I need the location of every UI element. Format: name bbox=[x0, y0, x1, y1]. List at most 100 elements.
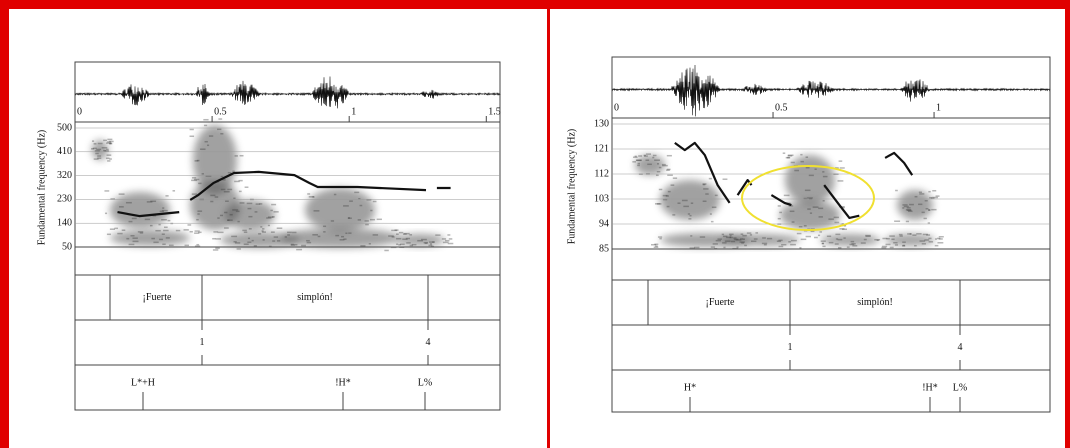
spectrogram-speckle bbox=[814, 168, 817, 170]
spectrogram-speckle bbox=[429, 243, 432, 245]
spectrogram-speckle bbox=[308, 196, 314, 198]
spectrogram-speckle bbox=[919, 240, 926, 242]
spectrogram-speckle bbox=[717, 238, 722, 240]
spectrogram-speckle bbox=[358, 198, 361, 200]
spectrogram-speckle bbox=[898, 233, 903, 236]
spectrogram-speckle bbox=[220, 214, 224, 217]
spectrogram-speckle bbox=[666, 169, 670, 171]
spectrogram-speckle bbox=[287, 231, 292, 234]
spectrogram-speckle bbox=[366, 199, 372, 201]
spectrogram-speckle bbox=[405, 237, 411, 240]
spectrogram-speckle bbox=[656, 170, 661, 173]
spectrogram-speckle bbox=[819, 231, 822, 233]
spectrogram-speckle bbox=[152, 214, 157, 217]
spectrogram-speckle bbox=[655, 174, 659, 177]
spectrogram-speckle bbox=[712, 243, 718, 245]
spectrogram-speckle bbox=[729, 236, 733, 239]
spectrogram-speckle bbox=[762, 237, 766, 239]
spectrogram-speckle bbox=[894, 220, 901, 222]
y-tick-label: 103 bbox=[594, 193, 609, 204]
spectrogram-speckle bbox=[227, 171, 232, 174]
spectrogram-speckle bbox=[654, 159, 660, 161]
spectrogram-speckle bbox=[365, 223, 369, 226]
spectrogram-speckle bbox=[835, 238, 839, 240]
spectrogram-speckle bbox=[789, 210, 795, 213]
spectrogram-speckle bbox=[191, 177, 197, 179]
spectrogram-speckle bbox=[194, 178, 200, 181]
spectrogram-speckle bbox=[272, 240, 276, 242]
spectrogram-speckle bbox=[139, 232, 144, 234]
spectrogram-speckle bbox=[421, 238, 427, 241]
spectrogram-speckle bbox=[104, 190, 110, 192]
spectrogram-speckle bbox=[229, 213, 233, 216]
spectrogram-speckle bbox=[398, 244, 401, 246]
spectrogram-speckle bbox=[923, 217, 927, 220]
spectrogram-speckle bbox=[290, 243, 295, 246]
spectrogram-speckle bbox=[442, 241, 449, 244]
spectrogram-speckle bbox=[306, 241, 312, 244]
spectrogram-speckle bbox=[803, 225, 807, 227]
spectrogram-speckle bbox=[238, 179, 243, 182]
spectrogram-speckle bbox=[645, 153, 651, 155]
spectrogram-speckle bbox=[755, 232, 759, 234]
spectrogram-speckle bbox=[835, 167, 839, 169]
spectrogram-speckle bbox=[647, 163, 652, 166]
spectrogram-speckle bbox=[810, 230, 815, 233]
spectrogram-speckle bbox=[262, 239, 265, 241]
spectrogram-speckle bbox=[643, 154, 647, 157]
spectrogram-speckle bbox=[109, 228, 115, 230]
spectrogram-speckle bbox=[220, 133, 224, 135]
spectrogram-speckle bbox=[107, 141, 111, 143]
spectrogram-speckle bbox=[905, 220, 909, 223]
spectrogram-speckle bbox=[354, 191, 360, 194]
spectrogram-speckle bbox=[922, 233, 928, 236]
spectrogram-energy bbox=[660, 180, 720, 220]
spectrogram-speckle bbox=[886, 237, 890, 240]
spectrogram-speckle bbox=[805, 166, 810, 169]
spectrogram-speckle bbox=[197, 210, 203, 212]
spectrogram-speckle bbox=[330, 220, 335, 222]
spectrogram-speckle bbox=[417, 239, 423, 242]
spectrogram-speckle bbox=[779, 211, 782, 214]
x-tick-label: 0.5 bbox=[775, 102, 788, 113]
spectrogram-speckle bbox=[724, 240, 731, 242]
spectrogram-speckle bbox=[749, 234, 753, 236]
spectrogram-speckle bbox=[409, 234, 413, 236]
spectrogram-speckle bbox=[103, 139, 107, 142]
spectrogram-speckle bbox=[787, 154, 794, 156]
spectrogram-speckle bbox=[194, 232, 200, 234]
spectrogram-energy bbox=[395, 234, 445, 246]
break-label: 1 bbox=[200, 337, 205, 348]
spectrogram-speckle bbox=[761, 242, 768, 245]
spectrogram-speckle bbox=[196, 159, 200, 162]
spectrogram-speckle bbox=[400, 243, 405, 246]
spectrogram-speckle bbox=[746, 232, 752, 234]
spectrogram-speckle bbox=[137, 231, 144, 233]
spectrogram-speckle bbox=[396, 237, 402, 240]
break-label: 4 bbox=[958, 342, 963, 353]
spectrogram-speckle bbox=[215, 247, 220, 250]
x-tick-label: 1 bbox=[351, 106, 356, 117]
spectrogram-speckle bbox=[251, 239, 254, 242]
spectrogram-speckle bbox=[843, 237, 846, 239]
spectrogram-speckle bbox=[364, 220, 369, 222]
spectrogram-speckle bbox=[213, 231, 219, 233]
spectrogram-speckle bbox=[655, 203, 661, 205]
spectrogram-speckle bbox=[402, 233, 407, 235]
spectrogram-speckle bbox=[270, 209, 273, 212]
spectrogram-speckle bbox=[234, 242, 241, 244]
spectrogram-speckle bbox=[97, 157, 102, 159]
spectrogram-speckle bbox=[105, 157, 110, 160]
spectrogram-speckle bbox=[106, 233, 111, 236]
spectrogram-speckle bbox=[751, 240, 757, 243]
spectrogram-speckle bbox=[672, 214, 676, 216]
spectrogram-speckle bbox=[93, 158, 99, 160]
spectrogram-speckle bbox=[909, 233, 912, 235]
spectrogram-speckle bbox=[232, 209, 239, 211]
spectrogram-speckle bbox=[740, 233, 744, 235]
spectrogram-speckle bbox=[217, 128, 222, 131]
spectrogram-speckle bbox=[238, 190, 242, 193]
spectrogram-speckle bbox=[881, 245, 888, 248]
spectrogram-speckle bbox=[655, 245, 658, 247]
spectrogram-speckle bbox=[259, 203, 263, 205]
